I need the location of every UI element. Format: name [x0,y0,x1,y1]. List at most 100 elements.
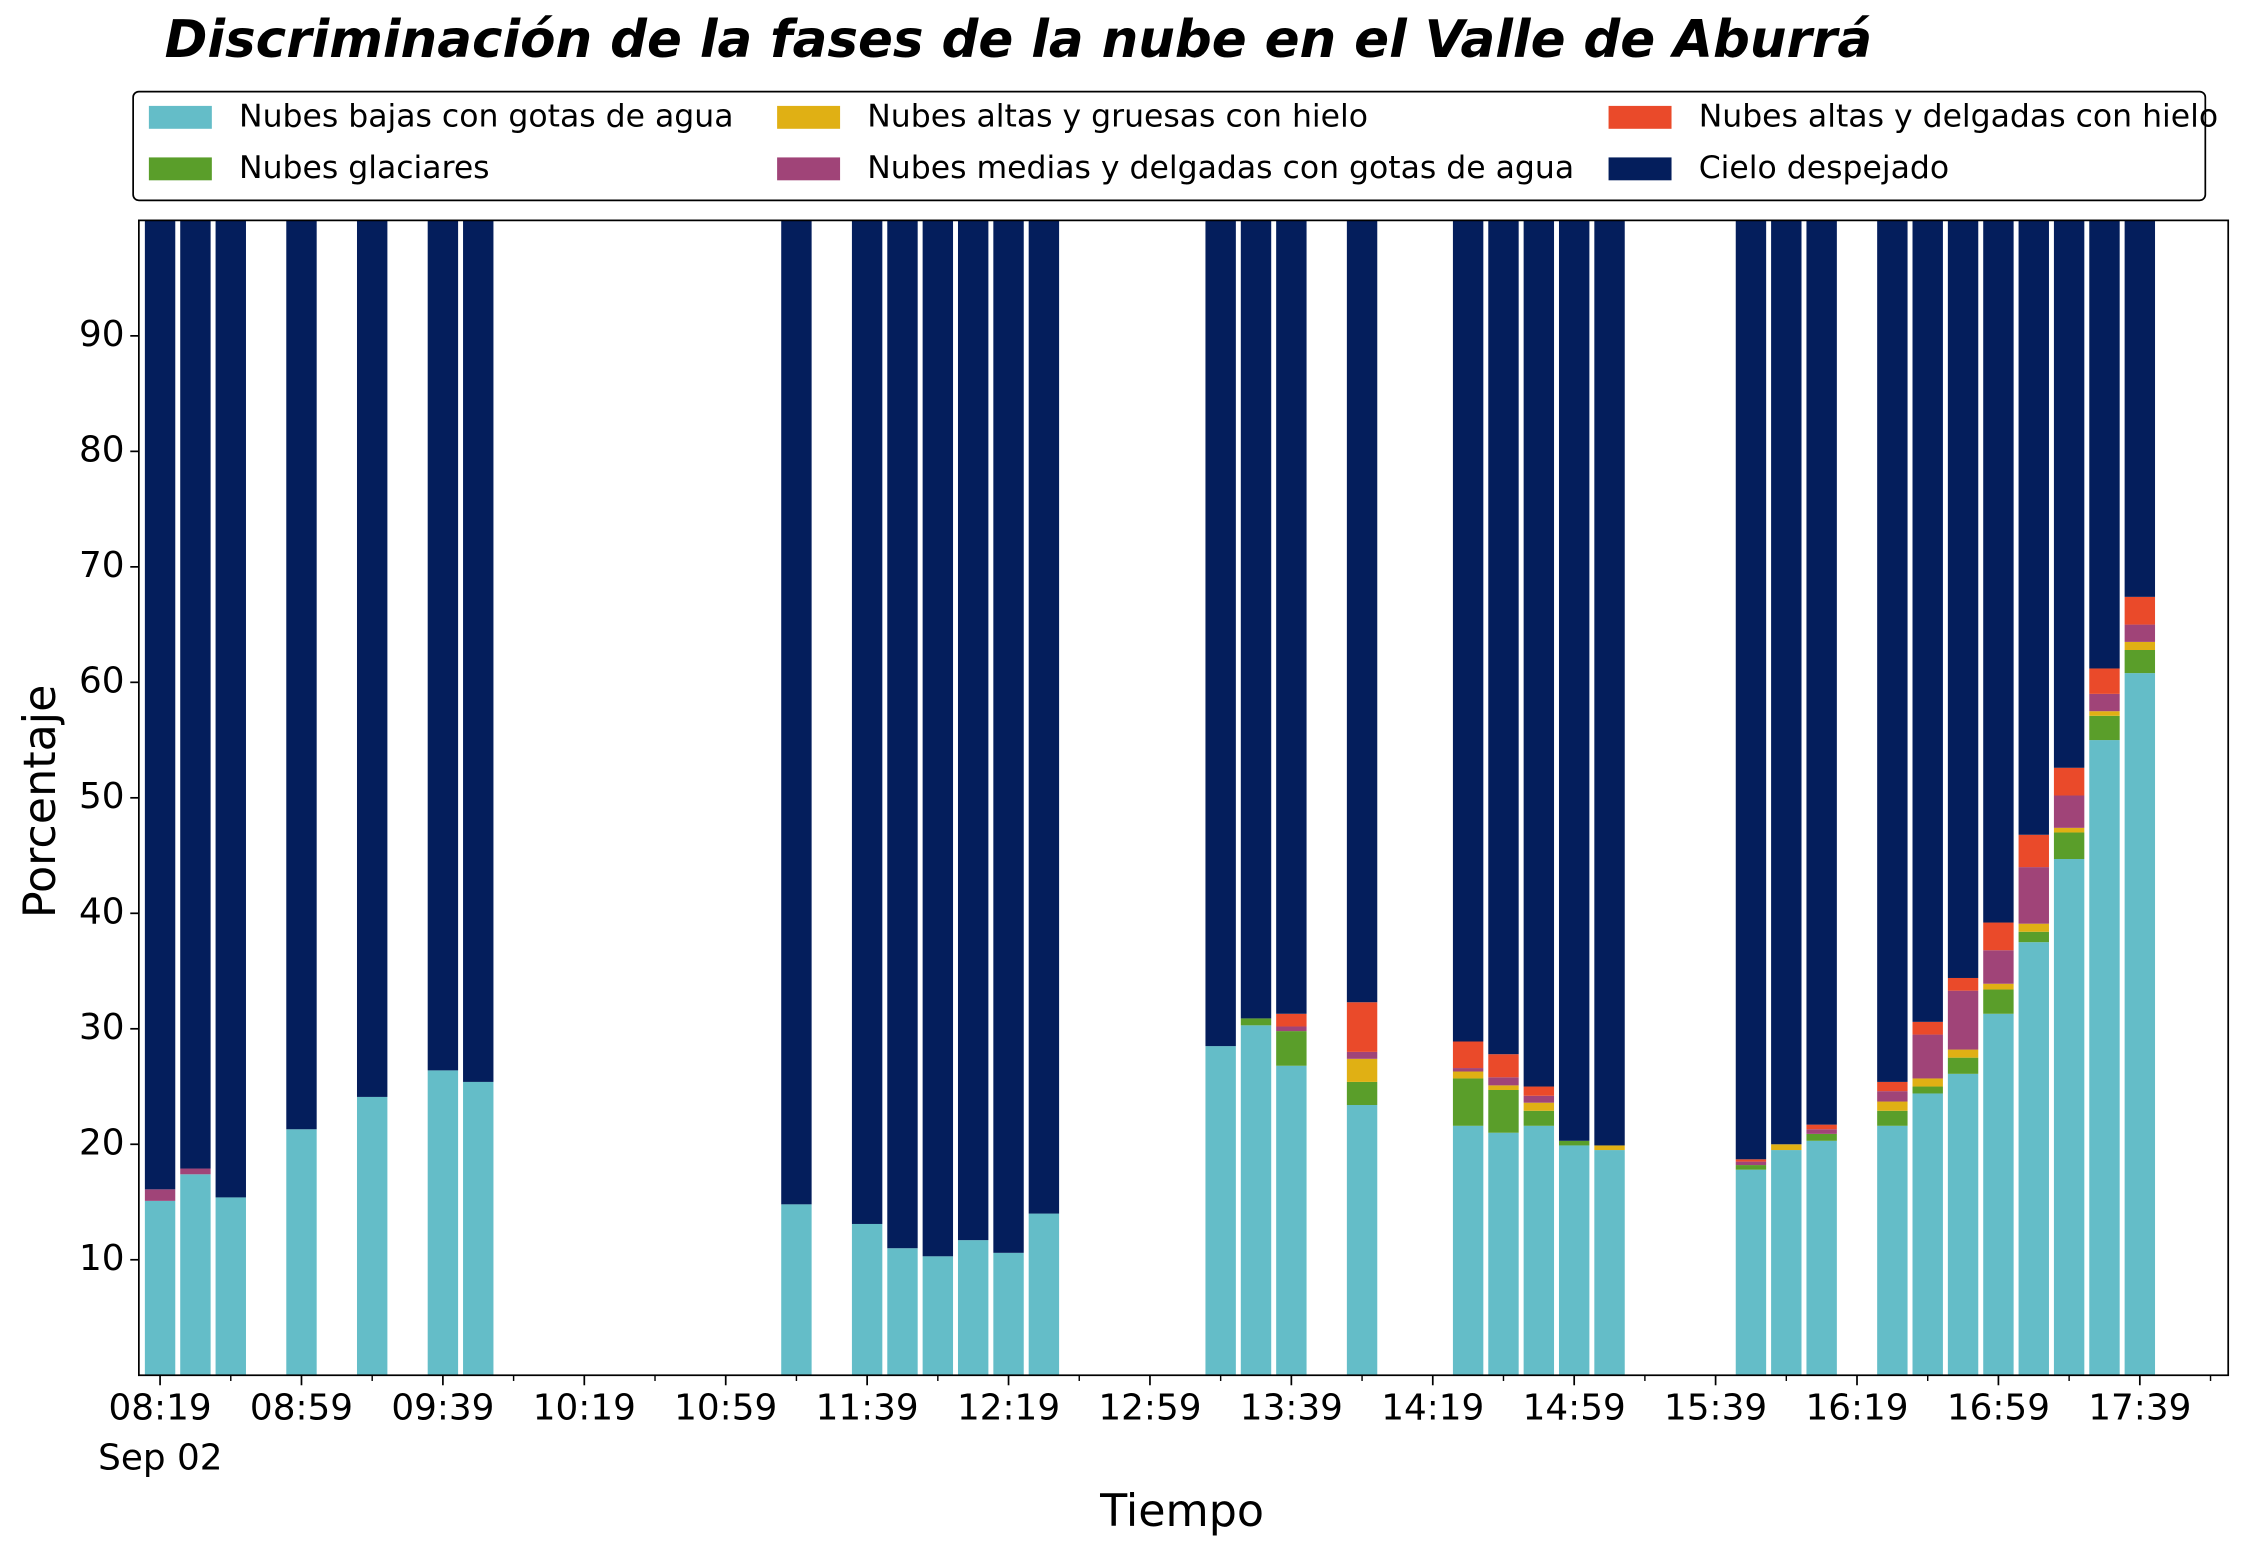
bar-segment [2053,859,2085,1376]
legend-label: Nubes glaciares [239,150,490,186]
bar-segment [1452,1078,1484,1126]
bar-segment [1806,1124,1837,1130]
bar-segment [1983,220,2014,923]
bar-segment [1488,1089,1519,1133]
bar-segment [1735,1169,1767,1376]
y-tick-label: 10 [79,1238,125,1279]
bar-segment [1276,220,1307,1014]
bar-segment [1558,220,1590,1141]
bar-segment [2053,767,2085,796]
bar-segment [887,1248,918,1376]
bar-segment [1488,1054,1519,1078]
bar-segment [2124,649,2156,674]
bar-segment [1983,950,2014,984]
bar-segment [1806,1129,1837,1134]
bar-segment [1594,1145,1625,1151]
bar-segment [1877,1125,1908,1376]
bar-segment [2018,834,2049,868]
bar-segment [1488,1077,1519,1086]
bar-segment [1877,1101,1908,1111]
bar-segment [1983,922,2014,951]
x-axis-label: Tiempo [1099,1486,1264,1537]
bar-segment [1276,1013,1307,1027]
bar-segment [1912,1093,1943,1376]
bar-segment [1240,1018,1272,1026]
chart-title: Discriminación de la fases de la nube en… [165,10,1872,70]
bar-segment [1523,1110,1555,1126]
x-tick-label: 14:59 [1523,1388,1626,1429]
bar-segment [2053,827,2085,833]
x-tick-label: 15:39 [1664,1388,1767,1429]
bar-segment [1983,989,2014,1014]
bar-segment [2089,693,2120,712]
bar-segment [781,1204,812,1376]
bar-segment [1912,1034,1943,1079]
legend-label: Nubes altas y gruesas con hielo [867,98,1368,134]
bar-segment [286,1129,317,1376]
bar-segment [1947,1049,1979,1058]
bar-segment [463,220,494,1082]
bar-segment [851,1223,883,1376]
bar-segment [2053,220,2085,768]
bar-segment [286,220,317,1130]
bar-segment [1912,1021,1943,1035]
bar-segment [1523,220,1555,1087]
bar-segment [1735,1165,1767,1170]
bar-segment [781,220,812,1205]
x-tick-label: 10:19 [533,1388,636,1429]
x-tick-label: 16:59 [1947,1388,2050,1429]
bar-segment [1346,1002,1378,1052]
bar-segment [1594,1150,1625,1376]
bar-segment [1947,977,1979,991]
bar-segment [1523,1125,1555,1376]
bar-segment [356,1096,388,1376]
legend-swatch [148,105,212,129]
bar-segment [2018,931,2049,943]
bar-segment [1558,1145,1590,1376]
bar-segment [2018,867,2049,924]
bar-segment [1983,983,2014,990]
bar-segment [1806,1140,1837,1376]
bar-segment [144,220,176,1190]
x-tick-label: 11:39 [816,1388,919,1429]
bar-segment [2053,832,2085,860]
bar-segment [2124,220,2156,597]
x-tick-label: 12:19 [957,1388,1060,1429]
bar-segment [1806,1133,1837,1141]
bar-segment [1205,1046,1236,1376]
legend-box [132,90,2207,202]
bar-segment [1205,220,1236,1047]
bar-segment [1771,1144,1802,1151]
x-tick-label: 10:59 [674,1388,777,1429]
bar-segment [1452,1041,1484,1069]
bar-segment [1523,1102,1555,1111]
bar-segment [2124,624,2156,642]
bar-segment [427,220,459,1071]
bar-segment [1771,1150,1802,1376]
bar-segment [1276,1026,1307,1032]
bar-segment [1877,1081,1908,1092]
y-tick-label: 40 [79,891,125,932]
legend-swatch [148,157,212,181]
x-tick-label: 13:39 [1240,1388,1343,1429]
bar-segment [215,1197,246,1376]
bar-segment [1488,1085,1519,1090]
bar-segment [1240,220,1272,1019]
bar-segment [1912,1086,1943,1094]
bar-segment [1912,220,1943,1022]
y-tick-label: 20 [79,1122,125,1163]
x-tick-label: 09:39 [391,1388,494,1429]
legend-swatch [1608,105,1672,129]
bar-segment [1947,220,1979,978]
bar-segment [180,1168,211,1175]
bar-segment [1488,1132,1519,1376]
bar-segment [922,1256,954,1376]
bar-segment [1346,220,1378,1003]
bar-segment [922,220,954,1257]
bar-segment [1594,220,1625,1146]
bar-segment [887,220,918,1249]
bar-segment [1452,220,1484,1042]
legend-swatch [777,157,841,181]
bar-segment [1276,1031,1307,1066]
